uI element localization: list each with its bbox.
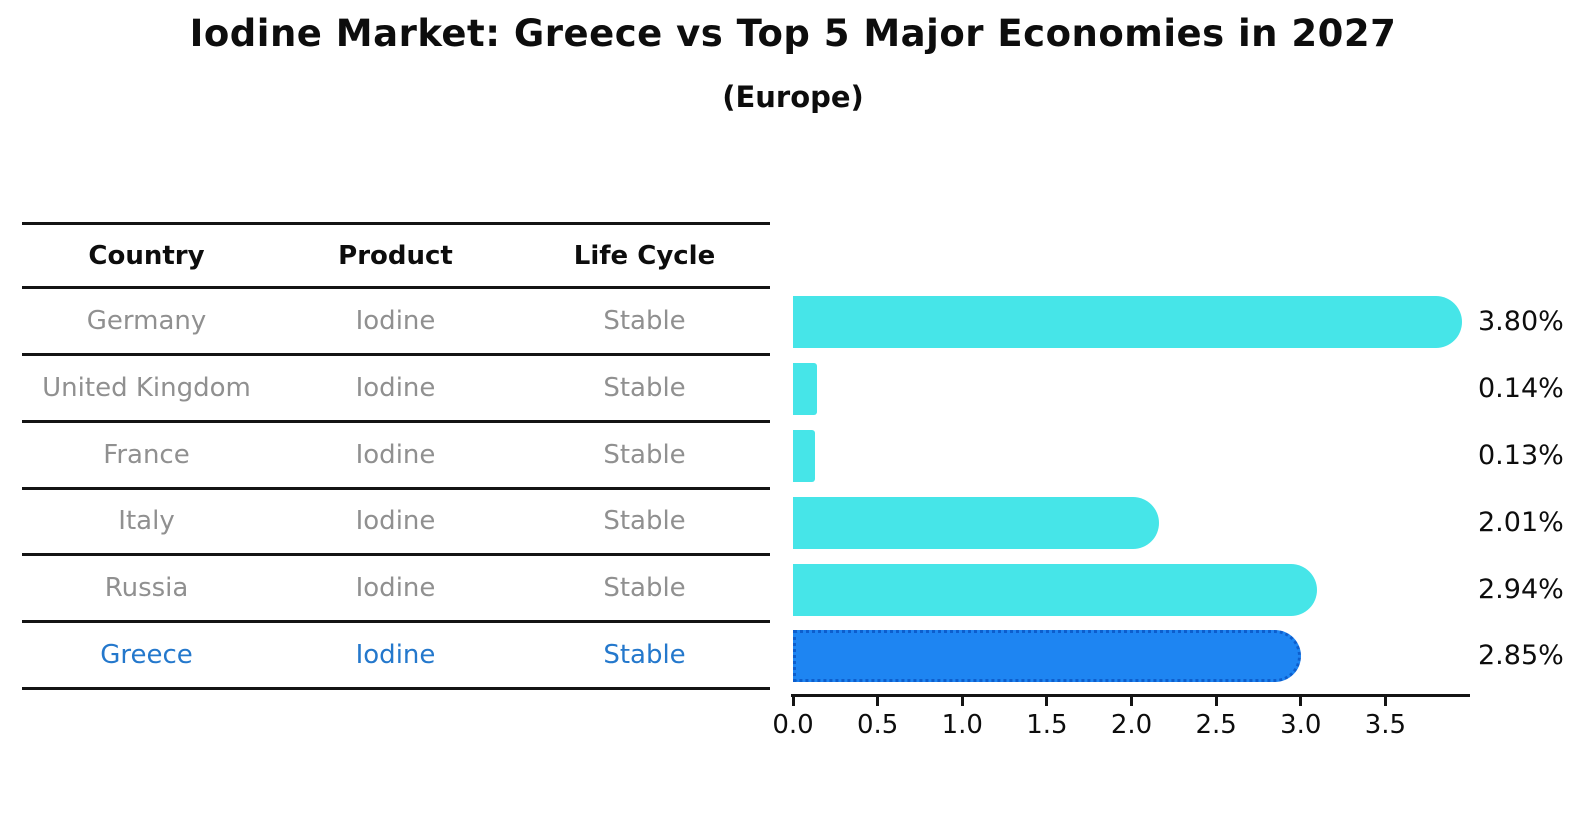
x-tick-mark — [1299, 697, 1303, 706]
cell-lifecycle: Stable — [603, 506, 686, 537]
column-header-product: Product — [338, 240, 453, 271]
table-row: Italy Iodine Stable — [22, 489, 770, 557]
cell-lifecycle: Stable — [603, 306, 686, 336]
x-tick-label: 3.0 — [1280, 710, 1322, 740]
value-label: 0.13% — [1478, 440, 1564, 471]
value-label: 2.01% — [1478, 506, 1564, 538]
table-row: Russia Iodine Stable — [22, 556, 770, 624]
x-tick-mark — [1383, 697, 1387, 706]
x-tick-label: 0.0 — [772, 710, 814, 740]
value-label: 2.85% — [1478, 640, 1564, 672]
table-row: Greece Iodine Stable — [22, 623, 770, 690]
value-label: 2.94% — [1478, 573, 1564, 605]
x-tick-label: 2.5 — [1195, 710, 1237, 740]
table-row: United Kingdom Iodine Stable — [22, 356, 770, 423]
cell-country: France — [103, 439, 190, 470]
cell-lifecycle: Stable — [603, 439, 686, 470]
x-axis-line — [791, 694, 1470, 697]
cell-lifecycle: Stable — [603, 640, 686, 670]
cell-lifecycle: Stable — [603, 372, 686, 403]
x-tick-mark — [1130, 697, 1133, 706]
column-header-lifecycle: Life Cycle — [573, 240, 716, 271]
x-tick-mark — [876, 697, 880, 706]
cell-country: Germany — [86, 306, 207, 336]
cell-country: United Kingdom — [42, 372, 251, 403]
cell-product: Iodine — [355, 372, 436, 403]
cell-product: Iodine — [355, 640, 436, 670]
cell-lifecycle: Stable — [603, 573, 686, 604]
table-row: France Iodine Stable — [22, 423, 770, 490]
bar-greece — [793, 630, 1302, 683]
chart-title: Iodine Market: Greece vs Top 5 Major Eco… — [189, 12, 1397, 55]
bar-germany — [793, 296, 1463, 349]
chart-subtitle: (Europe) — [722, 80, 864, 114]
cell-product: Iodine — [355, 506, 436, 537]
cell-product: Iodine — [355, 573, 436, 604]
x-tick-label: 3.5 — [1364, 710, 1407, 740]
cell-product: Iodine — [355, 306, 436, 336]
cell-country: Greece — [100, 640, 193, 670]
x-tick-label: 1.5 — [1026, 710, 1068, 740]
x-tick-label: 0.5 — [856, 710, 899, 740]
x-tick-label: 1.0 — [941, 710, 983, 740]
table-row: Germany Iodine Stable — [22, 289, 770, 356]
cell-product: Iodine — [355, 439, 436, 470]
cell-country: Russia — [104, 573, 189, 604]
x-tick-mark — [960, 697, 964, 706]
x-tick-label: 2.0 — [1110, 710, 1153, 740]
x-tick-mark — [1045, 697, 1049, 706]
value-label: 0.14% — [1478, 373, 1564, 405]
bar-russia — [793, 563, 1317, 616]
bar-italy — [793, 496, 1160, 549]
bar-united-kingdom — [793, 363, 817, 416]
table-header-row: Country Product Life Cycle — [22, 222, 770, 289]
x-tick-mark — [1214, 697, 1218, 706]
value-label: 3.80% — [1478, 306, 1564, 338]
bar-france — [793, 430, 815, 482]
x-tick-mark — [791, 697, 795, 706]
cell-country: Italy — [118, 506, 175, 537]
column-header-country: Country — [88, 240, 205, 271]
